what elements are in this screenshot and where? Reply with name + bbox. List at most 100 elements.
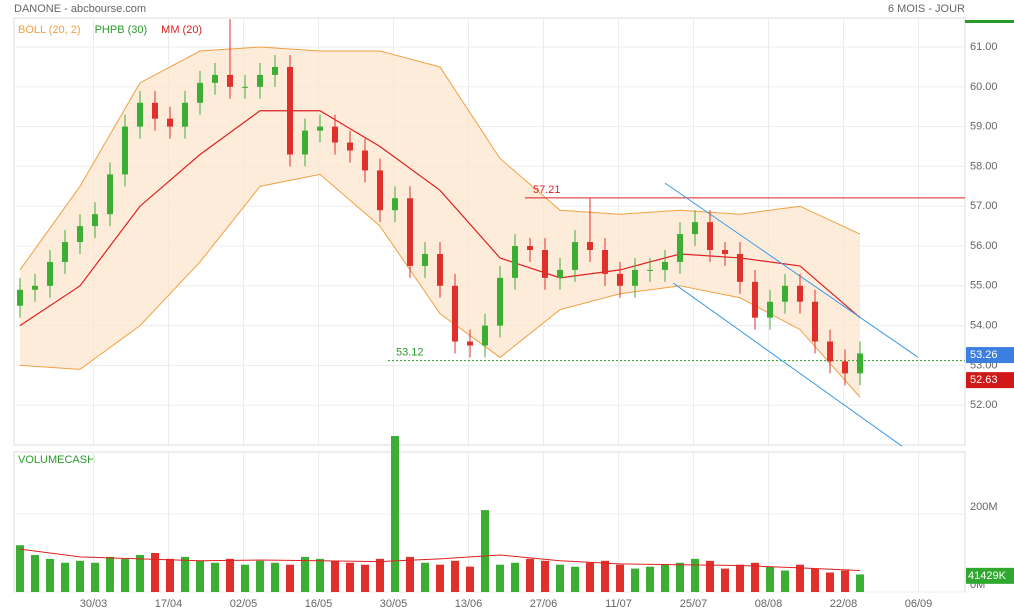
volume-bar — [556, 564, 564, 592]
volume-bar — [451, 560, 459, 592]
volume-bar — [421, 562, 429, 592]
x-tick-label: 30/03 — [80, 598, 108, 610]
accent-bar — [965, 20, 1014, 23]
volume-bar — [691, 558, 699, 592]
legend-entry: BOLL (20, 2) — [18, 24, 81, 36]
candle-body — [347, 142, 353, 151]
bollinger-fill — [20, 47, 860, 398]
price-badge-label: 52.63 — [970, 374, 998, 386]
candle-body — [842, 361, 848, 374]
volume-bar — [196, 560, 204, 592]
price-badge — [966, 347, 1014, 364]
volume-bar — [406, 556, 414, 592]
x-tick-label: 06/09 — [905, 598, 933, 610]
legend-entry: PHPB (30) — [95, 24, 148, 36]
candle-body — [662, 261, 668, 270]
candle-body — [332, 126, 338, 143]
volume-bar — [151, 553, 159, 592]
y-tick-label: 61.00 — [970, 41, 998, 53]
volume-bar — [826, 572, 834, 592]
volume-bar — [811, 568, 819, 592]
price-badge-label: 53.26 — [970, 349, 998, 361]
chart-subtitle: 6 MOIS - JOUR — [888, 3, 965, 15]
candle-body — [587, 242, 593, 251]
candle-body — [632, 269, 638, 286]
y-tick-label: 60.00 — [970, 81, 998, 93]
candle-body — [17, 289, 23, 306]
bollinger-upper — [19, 46, 861, 271]
level-label: 57.21 — [533, 184, 561, 196]
volume-bar — [841, 570, 849, 592]
volume-bar — [856, 574, 864, 592]
x-tick-label: 11/07 — [605, 598, 632, 610]
y-tick-label: 57.00 — [970, 200, 998, 212]
candle-body — [767, 301, 773, 318]
volume-bar — [601, 560, 609, 592]
volume-bar — [301, 556, 309, 592]
volume-bar — [766, 566, 774, 592]
x-tick-label: 30/05 — [380, 598, 408, 610]
trend-line — [664, 182, 919, 358]
candle-body — [32, 285, 38, 290]
volume-bar — [541, 560, 549, 592]
candle-body — [287, 66, 293, 155]
candle-body — [122, 126, 128, 175]
candle-body — [797, 285, 803, 302]
candle-body — [722, 250, 728, 254]
candle-body — [497, 277, 503, 326]
volume-badge-label: 41429K — [968, 570, 1007, 582]
volume-bar — [466, 566, 474, 592]
volume-bar — [646, 566, 654, 592]
candle-body — [257, 74, 263, 87]
candle-body — [692, 222, 698, 235]
volume-bar — [61, 562, 69, 592]
candle-body — [242, 86, 248, 88]
legend-entry: MM (20) — [161, 24, 202, 36]
y-tick-label: 52.00 — [970, 399, 998, 411]
candle-body — [392, 198, 398, 211]
candle-body — [482, 325, 488, 346]
x-tick-label: 25/07 — [680, 598, 708, 610]
candle-body — [47, 261, 53, 286]
volume-bar — [736, 564, 744, 592]
volume-bar — [436, 564, 444, 592]
volume-bar — [211, 562, 219, 592]
volume-bar — [511, 562, 519, 592]
candle-body — [377, 170, 383, 211]
volume-bar — [91, 562, 99, 592]
candle-body — [152, 102, 158, 119]
y-tick-label: 56.00 — [970, 240, 998, 252]
y-tick-label: 59.00 — [970, 121, 998, 133]
candle-body — [572, 242, 578, 270]
candle-body — [92, 214, 98, 227]
volume-bar — [226, 558, 234, 592]
x-tick-label: 08/08 — [755, 598, 783, 610]
volume-bar — [46, 558, 54, 592]
volume-bar — [676, 562, 684, 592]
candle-body — [812, 301, 818, 342]
volume-bar — [316, 558, 324, 592]
volume-badge — [966, 567, 1014, 584]
candle-body — [737, 253, 743, 282]
candle-body — [602, 250, 608, 274]
price-panel — [13, 17, 966, 446]
candle-body — [107, 174, 113, 215]
volume-bar — [721, 568, 729, 592]
volume-bar — [256, 560, 264, 592]
volume-bar — [376, 558, 384, 592]
volume-bar — [526, 558, 534, 592]
x-tick-label: 02/05 — [230, 598, 258, 610]
volume-bar — [241, 564, 249, 592]
candle-body — [272, 66, 278, 75]
candle-body — [422, 253, 428, 266]
candle-body — [527, 246, 533, 251]
volume-bar — [661, 564, 669, 592]
moving-average — [19, 110, 861, 327]
candle-body — [407, 198, 413, 266]
candle-body — [782, 285, 788, 302]
volume-bar — [481, 510, 489, 592]
volume-bar — [121, 558, 129, 592]
candle-body — [677, 234, 683, 262]
price-badge — [966, 372, 1014, 389]
